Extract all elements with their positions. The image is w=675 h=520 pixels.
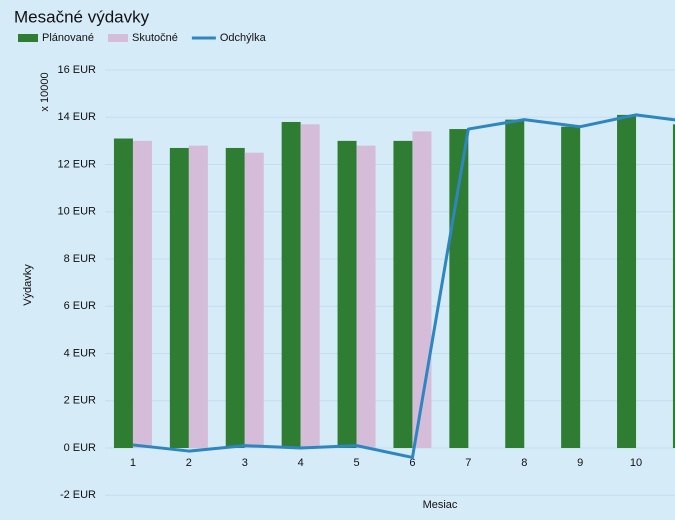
legend-label: Skutočné (132, 32, 178, 44)
x-tick-label: 4 (298, 457, 304, 469)
bar (113, 138, 133, 448)
y-tick-label: 8 EUR (64, 253, 96, 265)
line (132, 113, 675, 459)
y-tick-label: 2 EUR (64, 395, 96, 407)
y-tick-label: -2 EUR (60, 489, 96, 501)
x-tick-label: 7 (465, 457, 471, 469)
bar (281, 121, 301, 448)
legend-swatch (18, 34, 38, 42)
bar (617, 114, 637, 448)
bar (225, 147, 245, 448)
bar (244, 152, 264, 448)
x-tick-label: 8 (521, 457, 527, 469)
y-tick-label: 14 EUR (57, 111, 96, 123)
x-axis-label: Mesiac (423, 499, 458, 511)
x-tick-label: 6 (409, 457, 415, 469)
bar (300, 124, 320, 449)
legend-label: Plánované (42, 32, 94, 44)
y-tick-label: 0 EUR (64, 442, 96, 454)
x-tick-label: 3 (242, 457, 248, 469)
y-tick-label: 12 EUR (57, 158, 96, 170)
legend-label: Odchýlka (220, 32, 267, 44)
bar (188, 145, 208, 448)
x-tick-label: 10 (630, 457, 642, 469)
y-tick-label: 4 EUR (64, 347, 96, 359)
y-tick-label: 6 EUR (64, 300, 96, 312)
bar (132, 140, 152, 448)
bar (561, 126, 581, 448)
bar (337, 140, 357, 448)
bar (672, 124, 675, 449)
legend-swatch (108, 34, 128, 42)
bar (393, 140, 413, 448)
bar (356, 145, 376, 448)
x-tick-label: 1 (130, 457, 136, 469)
bar (505, 119, 525, 449)
x-tick-label: 5 (353, 457, 359, 469)
y-tick-label: 10 EUR (57, 206, 96, 218)
x-tick-label: 2 (186, 457, 192, 469)
chart-title: Mesačné výdavky (14, 7, 150, 26)
bar (169, 147, 189, 448)
y-tick-label: 16 EUR (57, 64, 96, 76)
y-axis-label: Výdavky (22, 264, 34, 306)
y-multiplier-label: x 10000 (39, 72, 51, 111)
x-tick-label: 9 (577, 457, 583, 469)
